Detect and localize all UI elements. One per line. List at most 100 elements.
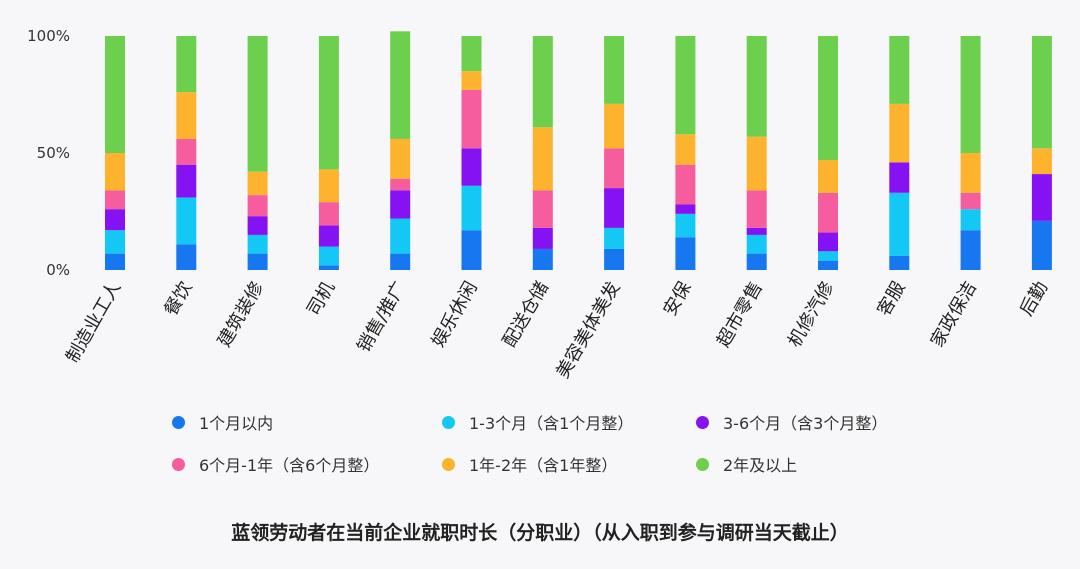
y-tick-label: 100% bbox=[27, 27, 70, 45]
bar-segment bbox=[461, 71, 482, 90]
bar-segment bbox=[818, 160, 838, 193]
bar-segment bbox=[390, 138, 411, 179]
bar-segment bbox=[105, 209, 125, 231]
bar-segment bbox=[318, 225, 339, 247]
bar-segment bbox=[176, 138, 197, 165]
legend-label: 2年及以上 bbox=[723, 456, 798, 475]
bar-segment bbox=[390, 190, 411, 219]
bar-segment bbox=[105, 153, 125, 191]
bar-segment bbox=[247, 195, 268, 217]
chart-title: 蓝领劳动者在当前企业就职时长（分职业）（从入职到参与调研当天截止） bbox=[231, 522, 849, 544]
bar-segment bbox=[318, 246, 339, 266]
bar-segment bbox=[1031, 36, 1052, 149]
bar-segment bbox=[247, 253, 268, 270]
bar-segment bbox=[532, 227, 553, 249]
legend-dot-icon bbox=[696, 457, 709, 471]
legend-item: 3-6个月（含3个月整） bbox=[696, 410, 887, 434]
bar-segment bbox=[1031, 174, 1052, 221]
bar-segment bbox=[675, 134, 696, 165]
x-tick-label: 餐饮 bbox=[160, 278, 196, 320]
bar-segment bbox=[818, 192, 838, 233]
bar-segment bbox=[461, 89, 482, 149]
legend-item: 2年及以上 bbox=[696, 452, 797, 476]
bar-segment bbox=[461, 185, 482, 231]
bar-segment bbox=[818, 36, 838, 161]
bar-segment bbox=[746, 136, 767, 191]
y-tick-label: 0% bbox=[46, 261, 70, 279]
bar-segment bbox=[675, 204, 696, 214]
bar-segment bbox=[1031, 220, 1052, 270]
legend-item: 6个月-1年（含6个月整） bbox=[172, 452, 379, 476]
legend-label: 3-6个月（含3个月整） bbox=[723, 414, 888, 433]
bar-segment bbox=[889, 103, 910, 163]
bar-segment bbox=[105, 190, 125, 210]
bar-segment bbox=[889, 162, 910, 193]
bar-segment bbox=[318, 36, 339, 170]
legend-item: 1个月以内 bbox=[172, 410, 273, 434]
legend-dot-icon bbox=[696, 415, 709, 429]
x-tick-label: 客服 bbox=[873, 278, 909, 320]
bar-segment bbox=[1031, 148, 1052, 175]
bar-segment bbox=[176, 244, 197, 270]
bar-segment bbox=[818, 232, 838, 252]
bar-segment bbox=[746, 253, 767, 270]
bar-segment bbox=[889, 255, 910, 270]
x-tick-label: 机修汽修 bbox=[784, 278, 838, 351]
bar-segment bbox=[675, 36, 696, 135]
x-tick-label: 安保 bbox=[660, 278, 696, 320]
bar-segment bbox=[960, 230, 981, 270]
bar-segment bbox=[176, 92, 197, 139]
bar-segment bbox=[390, 218, 411, 254]
bar-segment bbox=[746, 227, 767, 235]
legend-label: 1年-2年（含1年整） bbox=[469, 456, 618, 475]
bar-segment bbox=[390, 31, 411, 139]
bar-segment bbox=[746, 36, 767, 137]
legend-item: 1-3个月（含1个月整） bbox=[442, 410, 633, 434]
x-tick-label: 司机 bbox=[303, 278, 339, 320]
bar-segment bbox=[604, 103, 625, 149]
bar-segment bbox=[247, 36, 268, 172]
legend-label: 1个月以内 bbox=[199, 414, 274, 433]
bar-segment bbox=[604, 188, 625, 228]
bar-segment bbox=[675, 164, 696, 205]
bar-segment bbox=[247, 234, 268, 254]
bar-segment bbox=[247, 216, 268, 235]
bar-segment bbox=[318, 202, 339, 226]
x-tick-label: 娱乐休闲 bbox=[428, 278, 482, 351]
bar-segment bbox=[176, 197, 197, 245]
legend-label: 1-3个月（含1个月整） bbox=[469, 414, 634, 433]
x-tick-label: 配送仓储 bbox=[499, 278, 553, 351]
bar-segment bbox=[247, 171, 268, 196]
bar-segment bbox=[675, 237, 696, 270]
bar-segment bbox=[532, 36, 553, 128]
bar-segment bbox=[461, 230, 482, 270]
x-tick-label: 建筑装修 bbox=[214, 278, 268, 351]
bar-segment bbox=[461, 36, 482, 72]
legend-dot-icon bbox=[442, 457, 455, 471]
bar-segment bbox=[532, 190, 553, 228]
bar-segment bbox=[960, 36, 981, 153]
bar-segment bbox=[461, 148, 482, 186]
bar-segment bbox=[532, 127, 553, 191]
bar-segment bbox=[318, 265, 339, 270]
x-tick-label: 销售/推广 bbox=[353, 278, 410, 356]
bar-segment bbox=[604, 227, 625, 249]
y-tick-label: 50% bbox=[37, 144, 70, 162]
bar-segment bbox=[604, 148, 625, 189]
bar-segment bbox=[390, 178, 411, 191]
bar-segment bbox=[105, 253, 125, 270]
legend-item: 1年-2年（含1年整） bbox=[442, 452, 617, 476]
bar-segment bbox=[960, 192, 981, 210]
bar-segment bbox=[390, 253, 411, 270]
bar-segment bbox=[675, 213, 696, 238]
legend-label: 6个月-1年（含6个月整） bbox=[199, 456, 380, 475]
bar-segment bbox=[176, 164, 197, 198]
legend-dot-icon bbox=[172, 415, 185, 429]
bar-segment bbox=[604, 36, 625, 104]
bar-segment bbox=[176, 36, 197, 93]
bar-segment bbox=[818, 251, 838, 261]
bar-segment bbox=[105, 230, 125, 254]
bar-segment bbox=[746, 190, 767, 228]
stacked-bar-chart: 0% 50% 100% 制造业工人 餐饮 建筑装修 司机 销售/推广 娱乐休闲 配送仓储 美容美体美… bbox=[27, 27, 1052, 382]
x-tick-label: 后勤 bbox=[1016, 278, 1052, 320]
